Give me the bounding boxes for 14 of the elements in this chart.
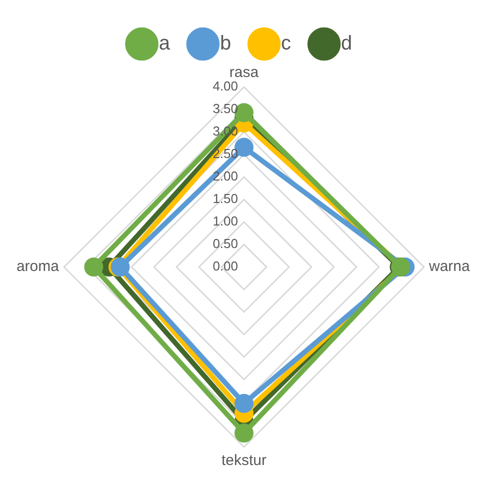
spoke-label: rasa xyxy=(229,64,260,82)
y-tick-label: 1.00 xyxy=(212,214,238,229)
y-tick-label: 0.50 xyxy=(212,236,238,252)
y-tick-label: 1.50 xyxy=(212,191,238,206)
y-tick-label: 3.00 xyxy=(212,124,238,139)
y-tick-label: 0.00 xyxy=(212,258,238,274)
y-tick-label: 4.00 xyxy=(212,78,238,94)
legend-label: a xyxy=(158,32,171,55)
spoke-label: tekstur xyxy=(221,452,267,470)
spoke-label: aroma xyxy=(16,258,60,276)
spoke-label: warna xyxy=(428,258,471,276)
legend-label: c xyxy=(281,32,292,55)
legend-label: b xyxy=(220,32,232,55)
legend-label: d xyxy=(341,32,352,55)
